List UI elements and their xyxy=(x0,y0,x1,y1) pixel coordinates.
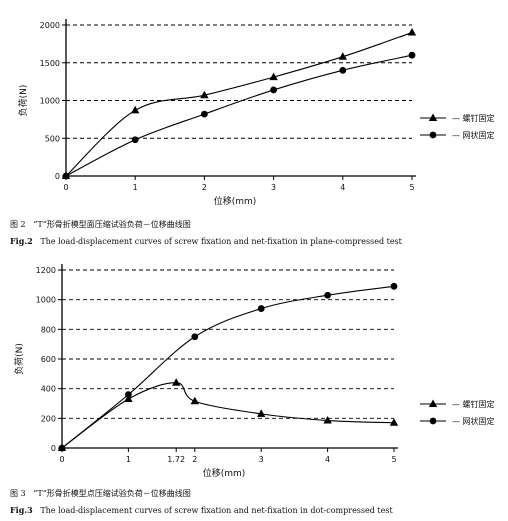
x-tick-label: 2 xyxy=(192,455,197,464)
screw-point xyxy=(269,72,278,81)
screw-point xyxy=(124,394,133,403)
fig2-cn-text: “T”形骨折模型面压缩试验负荷－位移曲线图 xyxy=(33,220,191,229)
fig3-cn-text: “T”形骨折模型点压缩试验负荷－位移曲线图 xyxy=(33,489,191,498)
x-tick-label: 3 xyxy=(271,183,276,192)
net-point xyxy=(324,291,331,299)
x-axis-label: 位移(mm) xyxy=(203,467,246,479)
net-point xyxy=(390,282,398,290)
series-line-net xyxy=(65,54,413,177)
y-tick-label: 800 xyxy=(41,325,56,334)
x-axis-label: 位移(mm) xyxy=(214,195,257,207)
fig2-caption-cn: 图 2 “T”形骨折模型面压缩试验负荷－位移曲线图 xyxy=(10,219,191,230)
fig2-cn-label: 图 2 xyxy=(10,220,26,229)
x-tick-label: 3 xyxy=(259,455,264,464)
x-tick-label: 1 xyxy=(126,455,131,464)
legend-label-net: — 网状固定 xyxy=(452,416,495,426)
legend-marker xyxy=(428,113,438,121)
legend-marker xyxy=(429,417,437,425)
chart-plane-compressed: 0 500 1000 1500 2000 0 1 2 3 4 5 位移(mm) 负荷(N) — 螺钉固定 —… xyxy=(17,19,495,207)
net-point xyxy=(191,333,199,341)
series-line-net xyxy=(61,285,395,449)
fig3-caption-en: Fig.3 The load-displacement curves of sc… xyxy=(10,505,393,515)
y-tick-label: 1000 xyxy=(36,296,56,305)
y-tick-label: 0 xyxy=(51,444,56,453)
x-tick-label: 4 xyxy=(325,455,330,464)
net-point xyxy=(62,172,70,180)
y-tick-label: 200 xyxy=(41,414,56,423)
fig2-en-text: The load-displacement curves of screw fi… xyxy=(40,237,402,246)
fig2-en-label: Fig.2 xyxy=(10,236,33,246)
fig3-en-text: The load-displacement curves of screw fi… xyxy=(40,506,393,515)
fig3-en-label: Fig.3 xyxy=(10,505,33,515)
x-tick-label: 0 xyxy=(59,455,64,464)
net-point xyxy=(201,110,208,118)
x-tick-label: 5 xyxy=(391,455,396,464)
screw-point xyxy=(257,409,266,417)
net-point xyxy=(124,391,132,398)
y-tick-label: 0 xyxy=(55,172,60,181)
screw-point xyxy=(131,105,140,114)
x-tick-label: 0 xyxy=(63,183,68,192)
net-point xyxy=(339,66,347,74)
screw-point xyxy=(200,90,209,99)
y-tick-label: 500 xyxy=(45,134,60,143)
net-point xyxy=(270,86,277,94)
screw-point xyxy=(172,378,181,386)
legend-label-screw: — 螺钉固定 xyxy=(452,113,495,123)
legend-label-screw: — 螺钉固定 xyxy=(452,399,495,409)
screw-point xyxy=(190,396,199,405)
screw-point xyxy=(389,418,399,426)
series-line-screw xyxy=(65,32,413,177)
legend-label-net: — 网状固定 xyxy=(452,130,495,140)
fig3-caption-cn: 图 3 “T”形骨折模型点压缩试验负荷－位移曲线图 xyxy=(10,488,191,499)
y-tick-label: 600 xyxy=(41,355,56,364)
legend-marker xyxy=(428,399,438,407)
net-point xyxy=(408,51,416,59)
y-tick-label: 400 xyxy=(41,385,56,394)
fig3-cn-label: 图 3 xyxy=(10,489,26,498)
y-axis-label: 负荷(N) xyxy=(13,343,25,375)
chart-dot-compressed: 0 200 400 600 800 1000 1200 0 1 1.72 2 3 4 5 位移(mm) 负荷(… xyxy=(13,264,495,479)
y-tick-label: 2000 xyxy=(40,21,60,30)
y-axis-label: 负荷(N) xyxy=(17,85,29,117)
x-tick-label: 2 xyxy=(202,183,207,192)
x-tick-label: 4 xyxy=(340,183,345,192)
x-tick-label: 5 xyxy=(409,183,414,192)
y-tick-label: 1000 xyxy=(40,97,60,106)
y-tick-label: 1500 xyxy=(40,59,60,68)
screw-point xyxy=(323,416,332,424)
y-tick-label: 1200 xyxy=(36,266,56,275)
net-point xyxy=(58,444,66,452)
x-tick-label: 1 xyxy=(133,183,138,192)
net-point xyxy=(257,305,265,312)
screw-point xyxy=(338,52,347,60)
series-line-screw xyxy=(61,382,395,449)
screw-point xyxy=(407,28,417,36)
legend-marker xyxy=(429,131,437,139)
fig2-caption-en: Fig.2 The load-displacement curves of sc… xyxy=(10,236,402,246)
x-tick-label: 1.72 xyxy=(167,455,185,464)
net-point xyxy=(131,136,139,144)
